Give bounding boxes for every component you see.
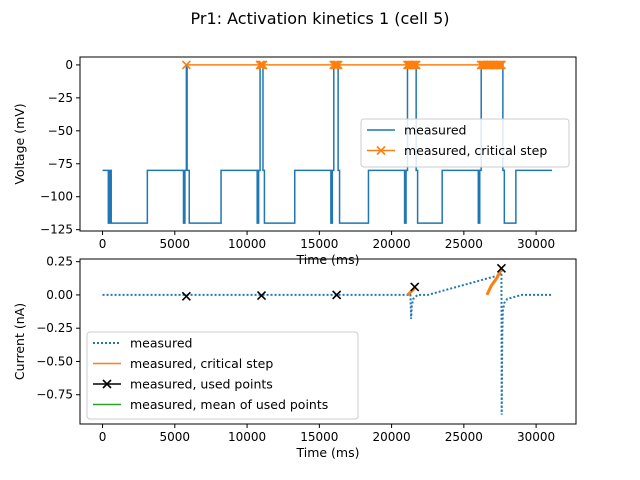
current-ytick-label: 0.25 [46,255,73,269]
voltage-ytick-label: −100 [40,190,73,204]
voltage-series-measured-critical-step-point-stroke-b [495,60,505,70]
voltage-xtick-label: 5000 [160,237,191,251]
voltage-series-measured-critical-step-point [411,60,421,70]
current-xtick-label: 10000 [228,430,266,444]
voltage-series-measured-critical-step-point [181,60,191,70]
current-legend-box [86,331,359,420]
current-xtick-label: 5000 [160,430,191,444]
voltage-series-measured-critical-step-point [258,60,268,70]
current-series-measured-used-points-point [256,291,267,301]
current-ytick-label: −0.25 [36,321,73,335]
voltage-legend: measured measured, critical step [360,118,570,168]
voltage-series-measured-critical-step-point-stroke-b [408,60,418,70]
current-series-measured-used-points-point [332,290,342,300]
voltage-series-measured-critical-step-point-stroke-b [332,60,342,70]
current-xtick-label: 20000 [372,430,410,444]
current-xtick-label: 25000 [445,430,483,444]
voltage-series-measured-critical-step-point [333,60,343,70]
voltage-series-measured-critical-step-point [332,60,342,70]
voltage-series-measured-critical-step-point-stroke-b [330,60,340,70]
voltage-series-measured-critical-step-point [496,60,506,70]
voltage-ylabel: Voltage (mV) [12,103,27,184]
voltage-series-measured-critical-step-point [256,60,267,70]
current-series-measured-used-points-point-stroke-b [181,291,191,301]
current-series-measured-used-points-point-stroke-b [332,290,342,300]
voltage-series-measured-critical-step-point-stroke-b [258,60,268,70]
voltage-series-measured-critical-step-point-stroke-b [333,60,343,70]
current-frame [79,258,577,425]
voltage-series-measured-critical-step-point-stroke-b [255,60,265,70]
current-series-measured-used-points-point-stroke-b [496,263,506,273]
voltage-series-measured-critical-step-point-stroke-b [496,60,506,70]
voltage-legend-marker [376,145,386,156]
voltage-xtick-label: 10000 [228,237,266,251]
current-series-measured-critical-step-segment [485,267,503,296]
voltage-series-measured-critical-step-point-stroke-b [411,60,421,70]
voltage-xtick-label: 0 [99,237,107,251]
voltage-plot-area [102,60,553,224]
current-series-measured-used-points-point [181,291,191,301]
current-ytick-label: 0.00 [46,288,73,302]
current-legend: measured measured, critical step measured,… [86,331,359,420]
current-ytick-label: −0.75 [36,388,73,402]
voltage-ytick-label: 0 [65,58,73,72]
voltage-series-measured-critical-step-point-stroke-b [256,60,267,70]
voltage-series-measured-critical-step-point-stroke-b [181,60,191,70]
current-legend-marker [102,379,112,389]
voltage-ytick-label: −75 [48,157,73,171]
voltage-series-measured-critical-step-point-stroke-b [493,60,504,70]
voltage-legend-label: measured [404,123,466,138]
voltage-series-measured-critical-step-point [493,60,504,70]
current-series-measured-used-points-point [496,263,506,273]
current-series-measured-used-points-point-stroke-b [256,291,267,301]
voltage-series-measured-critical-step-point [330,60,340,70]
voltage-series-measured-critical-step-point [255,60,265,70]
voltage-frame [79,56,577,232]
current-series-measured-critical-step-segment [406,287,416,297]
voltage-series-measured-critical-step-point [495,60,505,70]
current-legend-marker-stroke-b [102,379,112,389]
current-legend-label: measured, mean of used points [130,397,328,412]
current-ytick-label: −0.50 [36,354,73,368]
current-xtick-label: 30000 [517,430,555,444]
voltage-xtick-label: 15000 [300,237,338,251]
current-legend-label: measured [130,336,192,351]
voltage-xtick-label: 30000 [517,237,555,251]
figure-title: Pr1: Activation kinetics 1 (cell 5) [191,9,450,28]
current-legend-label: measured, critical step [130,356,273,371]
voltage-ytick-label: −125 [40,223,73,237]
current-xtick-label: 15000 [300,430,338,444]
voltage-legend-marker-stroke-b [376,145,386,156]
voltage-series-measured-line [102,64,553,224]
voltage-ytick-label: −50 [48,124,73,138]
voltage-series-measured-critical-step-point [408,60,418,70]
current-series-measured-used-points-point-stroke-b [410,282,420,292]
voltage-xtick-label: 25000 [445,237,483,251]
current-plot-area [102,263,553,415]
voltage-series-measured-critical-step-point-stroke-b [410,60,420,70]
current-xlabel: Time (ms) [295,445,359,460]
voltage-ytick-label: −25 [48,91,73,105]
voltage-xtick-label: 20000 [372,237,410,251]
current-series-measured-used-points-point [410,282,420,292]
voltage-legend-label: measured, critical step [404,143,547,158]
voltage-legend-box [360,118,570,168]
current-xtick-label: 0 [99,430,107,444]
voltage-axes: 0 5000 10000 15000 20000 25000 30000 0 −25 −50 −75… [12,56,577,267]
current-axes: 0 5000 10000 15000 20000 25000 30000 0.25 0.00 −0… [12,255,577,460]
voltage-series-measured-critical-step-point [410,60,420,70]
current-ylabel: Current (nA) [12,303,27,380]
current-legend-label: measured, used points [130,377,273,392]
